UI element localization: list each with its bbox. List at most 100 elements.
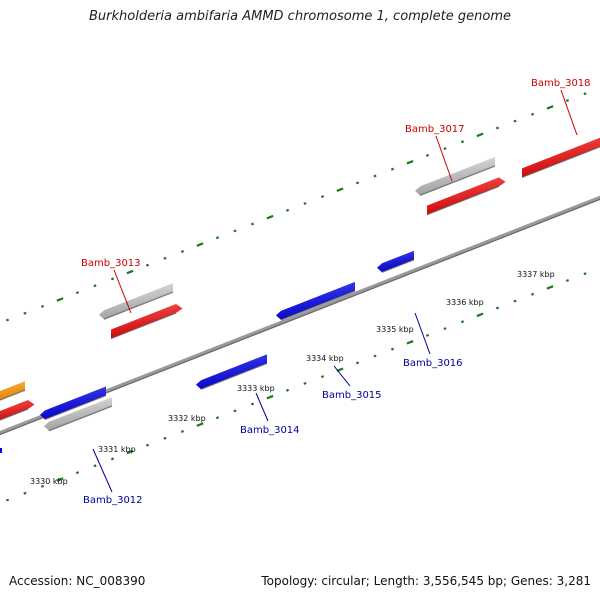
scale-tick-label: 3334 kbp xyxy=(306,354,344,363)
scale-tick-lower xyxy=(513,299,517,303)
scale-tick-upper xyxy=(285,208,290,212)
gene-bar-bamb-3012-edge xyxy=(48,405,113,432)
scale-tick-lower xyxy=(215,416,220,420)
scale-tick-lower xyxy=(40,484,45,488)
scale-tick-lower xyxy=(93,464,97,468)
scale-tick-upper xyxy=(476,132,484,138)
cds-arrow-bamb-3017-edge xyxy=(426,185,500,216)
scale-tick-upper xyxy=(110,277,115,281)
gene-bar-bamb-3013 xyxy=(99,283,173,320)
scale-tick-lower xyxy=(303,381,307,385)
scale-tick-lower xyxy=(460,320,465,324)
scale-tick-upper xyxy=(215,236,220,240)
scale-tick-label: 3332 kbp xyxy=(168,414,206,423)
leader-line xyxy=(435,135,453,182)
scale-tick-upper xyxy=(75,291,80,295)
genome-summary-text: Topology: circular; Length: 3,556,545 bp… xyxy=(261,574,591,588)
scale-tick-upper xyxy=(196,242,204,247)
gene-bar-bamb-3012 xyxy=(44,397,112,431)
scale-tick-upper xyxy=(163,256,167,260)
scale-tick-upper xyxy=(303,201,307,205)
scale-tick-lower xyxy=(495,306,500,310)
gene-bar-bamb-3017-edge xyxy=(419,165,496,196)
gene-label: Bamb_3017 xyxy=(405,124,465,135)
cds-arrow-bamb-3015 xyxy=(276,281,355,320)
scale-tick-upper xyxy=(126,269,134,275)
gene-label: Bamb_3015 xyxy=(322,390,382,401)
scale-tick-lower xyxy=(546,285,554,290)
scale-tick-upper xyxy=(373,174,377,178)
cds-arrow-bamb-3016 xyxy=(377,250,414,273)
scale-tick-upper xyxy=(495,126,500,130)
scale-tick-upper xyxy=(336,187,344,192)
cds-arrow-left-edge-edge xyxy=(0,408,29,421)
scale-tick-lower xyxy=(583,272,587,276)
misc-feature-bar xyxy=(0,381,25,401)
scale-tick-lower xyxy=(355,361,360,365)
scale-tick-label: 3335 kbp xyxy=(376,325,414,334)
cds-arrow-bamb-3012-edge xyxy=(44,394,107,420)
scale-tick-lower xyxy=(530,292,535,296)
scale-tick-lower xyxy=(180,429,185,433)
scale-tick-lower xyxy=(233,409,237,413)
cds-arrow-bamb-3018-edge xyxy=(521,146,600,178)
scale-tick-lower xyxy=(196,422,204,427)
scale-tick-lower xyxy=(390,347,395,351)
scale-tick-upper xyxy=(460,140,465,144)
scale-tick-upper xyxy=(546,105,554,110)
cds-arrow-bamb-3015-edge xyxy=(280,290,356,321)
scale-tick-upper xyxy=(23,311,27,315)
accession-text: Accession: NC_008390 xyxy=(9,574,146,588)
scale-tick-lower xyxy=(285,388,290,392)
scale-tick-label: 3330 kbp xyxy=(30,477,68,486)
scale-tick-label: 3336 kbp xyxy=(446,298,484,307)
gene-label: Bamb_3018 xyxy=(531,78,591,89)
scale-tick-upper xyxy=(145,263,150,267)
scale-tick-lower xyxy=(443,327,447,331)
leader-line xyxy=(333,365,351,387)
leader-line xyxy=(560,89,578,136)
scale-tick-lower xyxy=(320,375,325,379)
scale-tick-upper xyxy=(56,297,64,302)
scale-tick-lower xyxy=(476,312,484,318)
scale-tick-lower xyxy=(406,340,414,345)
scale-tick-lower xyxy=(23,491,27,495)
gene-label: Bamb_3012 xyxy=(83,495,143,506)
scale-tick-lower xyxy=(75,471,80,475)
cds-arrow-left-edge xyxy=(0,400,35,421)
cds-arrow-bamb-3017 xyxy=(427,177,506,215)
scale-tick-upper xyxy=(233,229,237,233)
scale-tick-lower xyxy=(373,354,377,358)
map-title: Burkholderia ambifaria AMMD chromosome 1… xyxy=(88,9,512,24)
scale-tick-upper xyxy=(266,214,274,220)
scale-tick-lower xyxy=(250,402,255,406)
scale-tick-upper xyxy=(565,99,570,103)
gene-bar-bamb-3013-edge xyxy=(103,291,174,320)
scale-tick-upper xyxy=(5,318,10,322)
scale-tick-upper xyxy=(425,153,430,157)
scale-tick-lower xyxy=(266,394,274,400)
scale-tick-lower xyxy=(110,457,115,461)
gene-bar-bamb-3017 xyxy=(415,156,495,196)
scale-tick-label: 3333 kbp xyxy=(237,384,275,393)
scale-tick-lower xyxy=(56,477,64,482)
scale-tick-upper xyxy=(93,284,97,288)
scale-tick-upper xyxy=(320,195,325,199)
scale-tick-label: 3331 kbp xyxy=(98,445,136,454)
scale-tick-lower xyxy=(5,498,10,502)
scale-tick-lower xyxy=(565,279,570,283)
scale-tick-lower xyxy=(126,449,134,455)
cds-arrow-bamb-3018 xyxy=(522,137,600,178)
gene-label: Bamb_3016 xyxy=(403,358,463,369)
cds-arrow-bamb-3014 xyxy=(196,354,267,390)
cds-arrow-bamb-3014-edge xyxy=(200,362,268,390)
cds-arrow-left-edge-reverse xyxy=(0,448,2,453)
scale-tick-lower xyxy=(145,443,150,447)
misc-feature-bar-edge xyxy=(0,389,26,401)
scale-tick-upper xyxy=(355,181,360,185)
scale-tick-label: 3337 kbp xyxy=(517,270,555,279)
scale-tick-upper xyxy=(583,92,587,96)
leader-line xyxy=(414,312,431,355)
